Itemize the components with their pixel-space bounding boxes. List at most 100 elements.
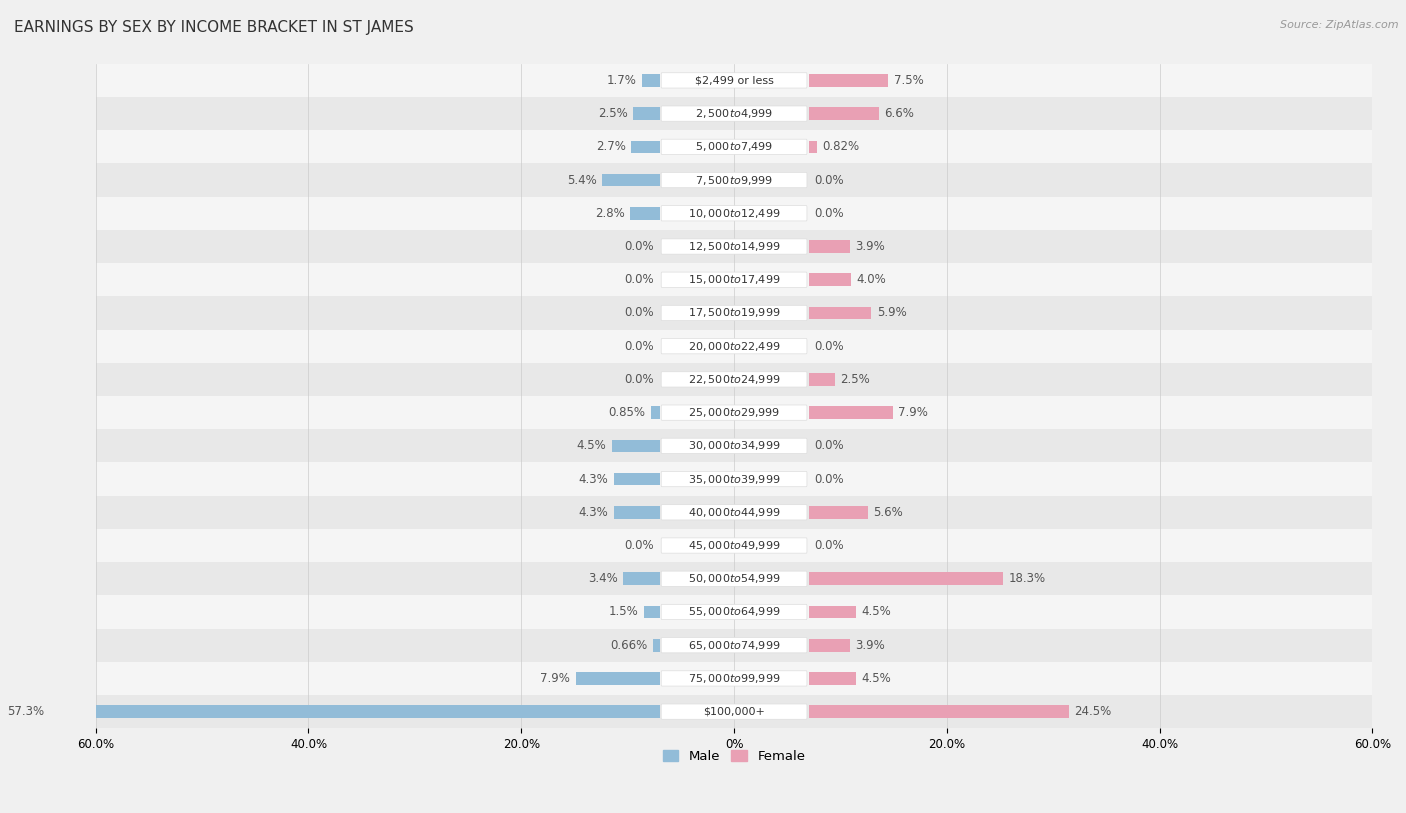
Text: 0.0%: 0.0%	[624, 240, 654, 253]
Text: 0.0%: 0.0%	[814, 472, 844, 485]
Text: 0.66%: 0.66%	[610, 639, 647, 652]
Text: $17,500 to $19,999: $17,500 to $19,999	[688, 307, 780, 320]
Text: 3.4%: 3.4%	[588, 572, 619, 585]
Text: $2,499 or less: $2,499 or less	[695, 76, 773, 85]
Bar	[96, 529, 1372, 562]
Bar	[808, 572, 1004, 585]
Text: 0.85%: 0.85%	[609, 406, 645, 420]
Text: EARNINGS BY SEX BY INCOME BRACKET IN ST JAMES: EARNINGS BY SEX BY INCOME BRACKET IN ST …	[14, 20, 413, 35]
Legend: Male, Female: Male, Female	[658, 745, 811, 768]
Text: $45,000 to $49,999: $45,000 to $49,999	[688, 539, 780, 552]
FancyBboxPatch shape	[661, 472, 807, 487]
Bar	[96, 97, 1372, 130]
Bar	[651, 406, 659, 419]
FancyBboxPatch shape	[661, 538, 807, 553]
FancyBboxPatch shape	[661, 272, 807, 287]
Bar	[96, 429, 1372, 463]
FancyBboxPatch shape	[661, 338, 807, 354]
Bar	[96, 595, 1372, 628]
FancyBboxPatch shape	[661, 106, 807, 121]
FancyBboxPatch shape	[661, 571, 807, 586]
Text: $65,000 to $74,999: $65,000 to $74,999	[688, 639, 780, 652]
FancyBboxPatch shape	[661, 372, 807, 387]
Text: $7,500 to $9,999: $7,500 to $9,999	[695, 173, 773, 186]
Text: $50,000 to $54,999: $50,000 to $54,999	[688, 572, 780, 585]
Text: 1.7%: 1.7%	[606, 74, 636, 87]
Bar	[96, 163, 1372, 197]
Bar	[808, 706, 1069, 718]
Text: 2.5%: 2.5%	[841, 373, 870, 386]
Bar	[96, 695, 1372, 728]
Bar	[96, 197, 1372, 230]
Bar	[96, 230, 1372, 263]
Text: 0.0%: 0.0%	[814, 340, 844, 353]
Text: $20,000 to $22,499: $20,000 to $22,499	[688, 340, 780, 353]
FancyBboxPatch shape	[661, 438, 807, 454]
FancyBboxPatch shape	[661, 604, 807, 620]
Bar	[808, 74, 889, 87]
Text: 0.0%: 0.0%	[814, 207, 844, 220]
Bar	[96, 363, 1372, 396]
Text: $15,000 to $17,499: $15,000 to $17,499	[688, 273, 780, 286]
Text: 4.5%: 4.5%	[576, 439, 606, 452]
Bar	[96, 562, 1372, 595]
Bar	[614, 473, 659, 485]
Text: 7.9%: 7.9%	[898, 406, 928, 420]
Bar	[808, 506, 868, 519]
FancyBboxPatch shape	[661, 139, 807, 154]
Text: 4.3%: 4.3%	[579, 506, 609, 519]
Text: $2,500 to $4,999: $2,500 to $4,999	[695, 107, 773, 120]
Text: 2.5%: 2.5%	[598, 107, 627, 120]
Bar	[96, 628, 1372, 662]
Bar	[808, 406, 893, 419]
Text: $12,500 to $14,999: $12,500 to $14,999	[688, 240, 780, 253]
Bar	[575, 672, 659, 685]
Text: 18.3%: 18.3%	[1008, 572, 1046, 585]
Text: 0.0%: 0.0%	[624, 307, 654, 320]
Text: 0.0%: 0.0%	[814, 539, 844, 552]
Text: $35,000 to $39,999: $35,000 to $39,999	[688, 472, 780, 485]
Text: $25,000 to $29,999: $25,000 to $29,999	[688, 406, 780, 420]
Text: 5.4%: 5.4%	[567, 173, 596, 186]
Bar	[96, 297, 1372, 329]
Text: 4.5%: 4.5%	[862, 672, 891, 685]
Bar	[808, 141, 817, 153]
FancyBboxPatch shape	[661, 306, 807, 320]
Text: 0.0%: 0.0%	[624, 273, 654, 286]
Text: $30,000 to $34,999: $30,000 to $34,999	[688, 439, 780, 452]
Text: $10,000 to $12,499: $10,000 to $12,499	[688, 207, 780, 220]
Text: 4.0%: 4.0%	[856, 273, 886, 286]
Text: 5.6%: 5.6%	[873, 506, 903, 519]
Text: 0.0%: 0.0%	[624, 340, 654, 353]
Bar	[808, 240, 851, 253]
Text: 4.5%: 4.5%	[862, 606, 891, 619]
Bar	[808, 639, 851, 651]
FancyBboxPatch shape	[661, 704, 807, 720]
Bar	[96, 496, 1372, 529]
Bar	[96, 396, 1372, 429]
Text: 3.9%: 3.9%	[855, 639, 886, 652]
FancyBboxPatch shape	[661, 172, 807, 188]
FancyBboxPatch shape	[661, 671, 807, 686]
Bar	[644, 606, 659, 618]
Text: 0.0%: 0.0%	[624, 539, 654, 552]
Text: $55,000 to $64,999: $55,000 to $64,999	[688, 606, 780, 619]
Bar	[614, 506, 659, 519]
Bar	[652, 639, 659, 651]
FancyBboxPatch shape	[661, 239, 807, 254]
Bar	[623, 572, 659, 585]
Text: 3.9%: 3.9%	[855, 240, 886, 253]
Text: 0.82%: 0.82%	[823, 141, 859, 154]
Text: 5.9%: 5.9%	[877, 307, 907, 320]
Text: $5,000 to $7,499: $5,000 to $7,499	[695, 141, 773, 154]
Text: $22,500 to $24,999: $22,500 to $24,999	[688, 373, 780, 386]
Bar	[96, 662, 1372, 695]
Text: 2.7%: 2.7%	[596, 141, 626, 154]
Bar	[808, 373, 835, 385]
Bar	[630, 207, 659, 220]
Bar	[96, 263, 1372, 297]
Bar	[96, 63, 1372, 97]
Bar	[602, 174, 659, 186]
Bar	[808, 307, 872, 320]
FancyBboxPatch shape	[661, 405, 807, 420]
